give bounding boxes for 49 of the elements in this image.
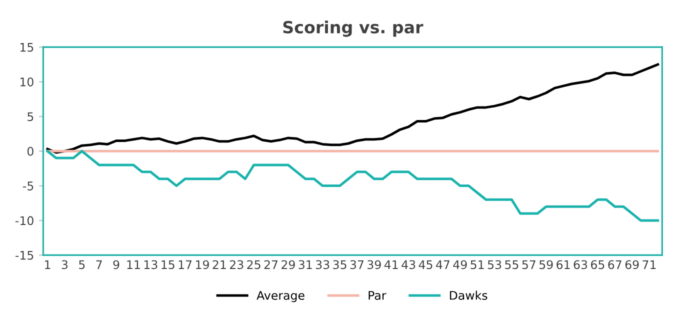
y-tick-label: 0 bbox=[27, 146, 34, 156]
legend-label: Par bbox=[368, 291, 386, 300]
line-series bbox=[46, 150, 660, 222]
x-tick-label: 43 bbox=[402, 260, 416, 270]
x-tick-label: 15 bbox=[162, 260, 174, 270]
x-tick-label: 11 bbox=[127, 260, 140, 269]
x-tick-label: 29 bbox=[282, 260, 295, 270]
x-tick-label: 51 bbox=[470, 260, 484, 270]
x-tick-label: 65 bbox=[590, 260, 604, 270]
y-tick-label: 5 bbox=[28, 112, 34, 122]
x-tick-label: 27 bbox=[264, 260, 278, 269]
legend-label: Dawks bbox=[450, 290, 488, 300]
x-tick-label: 49 bbox=[453, 260, 467, 270]
x-tick-label: 71 bbox=[642, 260, 656, 269]
y-tick-label: -15 bbox=[15, 251, 34, 260]
x-tick-label: 47 bbox=[436, 260, 450, 269]
x-tick-label: 1 bbox=[45, 260, 50, 269]
x-tick-label: 25 bbox=[247, 260, 260, 270]
x-tick-label: 63 bbox=[574, 260, 588, 270]
x-tick-label: 41 bbox=[384, 260, 398, 269]
x-tick-label: 5 bbox=[79, 260, 85, 270]
x-tick-label: 59 bbox=[540, 260, 553, 270]
x-tick-label: 55 bbox=[505, 260, 518, 270]
x-tick-label: 57 bbox=[522, 260, 536, 270]
line-series bbox=[46, 63, 660, 154]
x-tick-label: 23 bbox=[230, 260, 244, 270]
y-tick-label: 15 bbox=[20, 43, 34, 52]
y-tick-label: -5 bbox=[22, 182, 34, 190]
chart-title: Scoring vs. par bbox=[283, 20, 424, 37]
x-tick-label: 33 bbox=[316, 260, 330, 270]
x-tick-label: 9 bbox=[113, 260, 120, 270]
x-tick-label: 39 bbox=[368, 260, 381, 270]
legend-label: Average bbox=[256, 291, 304, 302]
x-tick-label: 35 bbox=[333, 260, 346, 270]
x-tick-label: 21 bbox=[212, 260, 226, 269]
y-tick-label: 10 bbox=[20, 78, 34, 86]
x-tick-label: 61 bbox=[556, 260, 570, 270]
x-tick-label: 7 bbox=[96, 260, 102, 269]
x-tick-label: 67 bbox=[608, 260, 622, 270]
x-tick-label: 13 bbox=[144, 260, 158, 270]
x-tick-label: 31 bbox=[298, 260, 312, 270]
x-tick-label: 17 bbox=[178, 260, 192, 269]
x-tick-label: 3 bbox=[62, 260, 68, 270]
x-tick-label: 69 bbox=[625, 260, 639, 270]
x-tick-label: 19 bbox=[196, 260, 209, 270]
x-tick-label: 53 bbox=[488, 260, 502, 270]
x-tick-label: 45 bbox=[418, 260, 432, 270]
x-tick-label: 37 bbox=[350, 260, 364, 270]
y-tick-label: -10 bbox=[15, 216, 34, 226]
